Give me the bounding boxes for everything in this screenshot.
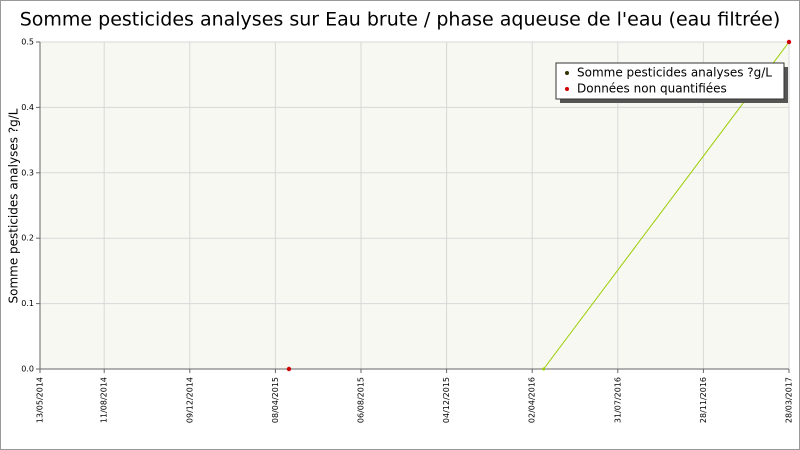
y-axis-label: Somme pesticides analyses ?g/L <box>7 108 21 303</box>
legend-marker <box>565 71 569 75</box>
y-tick-label: 0.3 <box>21 168 34 177</box>
y-tick-label: 0.0 <box>21 365 34 374</box>
data-point <box>542 367 546 371</box>
x-tick-label: 04/12/2015 <box>442 377 451 423</box>
y-tick-label: 0.5 <box>21 38 34 47</box>
y-tick-label: 0.1 <box>21 299 34 308</box>
legend-label: Données non quantifiées <box>577 82 727 96</box>
x-tick-label: 08/04/2015 <box>271 377 280 423</box>
legend-label: Somme pesticides analyses ?g/L <box>577 66 772 80</box>
x-tick-label: 06/08/2015 <box>357 377 366 423</box>
x-tick-label: 31/07/2016 <box>613 377 622 423</box>
y-tick-label: 0.2 <box>21 234 34 243</box>
legend <box>555 62 785 100</box>
x-tick-label: 11/08/2014 <box>100 377 109 423</box>
y-tick-label: 0.4 <box>21 103 34 112</box>
x-tick-label: 28/03/2017 <box>785 377 794 423</box>
data-point <box>786 39 792 45</box>
legend-marker <box>565 87 569 91</box>
x-tick-label: 13/05/2014 <box>36 377 45 423</box>
data-point <box>286 366 292 372</box>
x-tick-label: 09/12/2014 <box>185 377 194 423</box>
chart-title: Somme pesticides analyses sur Eau brute … <box>20 9 781 31</box>
x-tick-label: 28/11/2016 <box>699 377 708 423</box>
x-tick-label: 02/04/2016 <box>528 377 537 423</box>
